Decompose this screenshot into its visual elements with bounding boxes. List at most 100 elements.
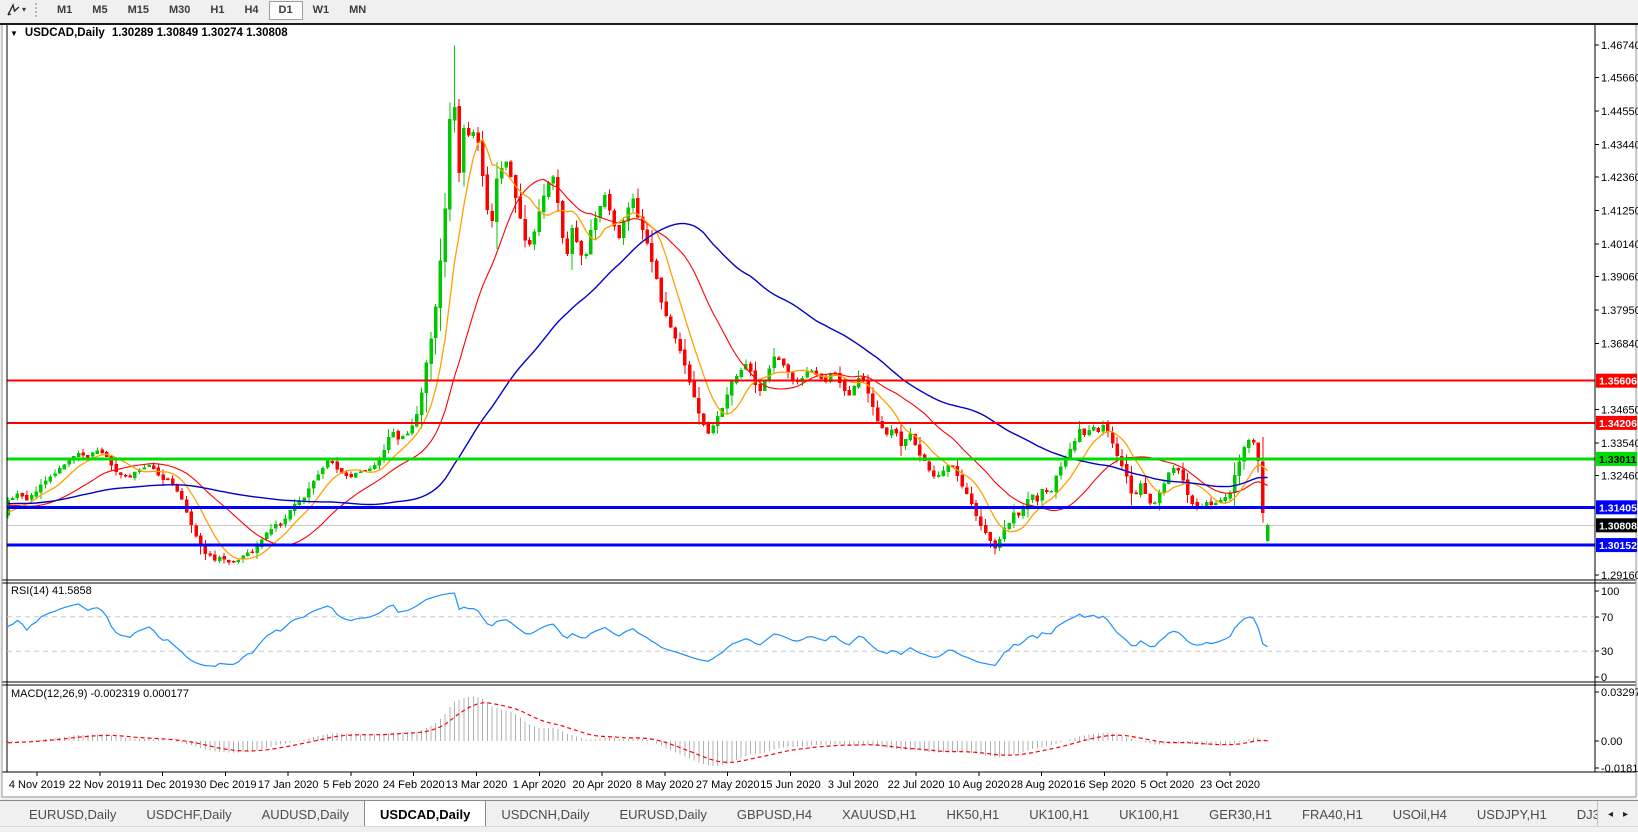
svg-text:1.40140: 1.40140	[1601, 239, 1638, 251]
chart-title: ▼ USDCAD,Daily 1.30289 1.30849 1.30274 1…	[10, 27, 288, 39]
svg-text:16 Sep 2020: 16 Sep 2020	[1073, 779, 1135, 791]
svg-text:1.46740: 1.46740	[1601, 40, 1638, 52]
svg-text:1.33011: 1.33011	[1599, 454, 1637, 466]
rsi-indicator-label: RSI(14) 41.5858	[11, 585, 92, 597]
svg-text:13 Mar 2020: 13 Mar 2020	[446, 779, 508, 791]
tab-usdjpy-h1[interactable]: USDJPY,H1	[1476, 806, 1547, 822]
tab-fra40-h1[interactable]: FRA40,H1	[1302, 806, 1363, 822]
timeframe-button-m30[interactable]: M30	[168, 3, 191, 16]
svg-text:17 Jan 2020: 17 Jan 2020	[258, 779, 319, 791]
svg-text:5 Feb 2020: 5 Feb 2020	[323, 779, 379, 791]
fast-ma-line	[7, 138, 1269, 560]
svg-text:30: 30	[1601, 646, 1613, 658]
toolbar: ▾ M1 M5 M15 M30 H1 H4 D1 W1 MN	[0, 0, 1638, 20]
tab-usdcad-daily[interactable]: USDCAD,Daily	[364, 801, 487, 827]
tab-eurusd-daily[interactable]: EURUSD,Daily	[29, 806, 117, 822]
svg-text:0.032972: 0.032972	[1601, 687, 1638, 699]
timeframe-button-mn[interactable]: MN	[349, 3, 367, 16]
timeframe-button-d1[interactable]: D1	[268, 0, 303, 20]
tab-uk100-h1[interactable]: UK100,H1	[1119, 806, 1180, 822]
svg-text:22 Nov 2019: 22 Nov 2019	[69, 779, 131, 791]
svg-text:1.35606: 1.35606	[1599, 376, 1637, 388]
tabs-scroll-right-icon[interactable]: ▸	[1622, 808, 1628, 820]
timeframe-button-m15[interactable]: M15	[127, 3, 149, 16]
svg-text:1.30808: 1.30808	[1599, 520, 1637, 532]
svg-text:1.39060: 1.39060	[1601, 272, 1638, 284]
svg-text:10 Aug 2020: 10 Aug 2020	[948, 779, 1010, 791]
tab-usdcnh-daily[interactable]: USDCNH,Daily	[501, 806, 590, 822]
timeframe-buttons: M1 M5 M15 M30 H1 H4 D1 W1 MN	[47, 0, 376, 20]
panel-frames	[0, 23, 1638, 798]
svg-text:3 Jul 2020: 3 Jul 2020	[828, 779, 879, 791]
status-bar	[0, 826, 1638, 832]
svg-text:30 Dec 2019: 30 Dec 2019	[194, 779, 256, 791]
svg-text:1.36840: 1.36840	[1601, 338, 1638, 350]
chart-symbol-label: USDCAD,Daily	[24, 27, 105, 39]
svg-text:22 Jul 2020: 22 Jul 2020	[888, 779, 945, 791]
slow-ma-line	[8, 222, 1268, 506]
toolbar-grip[interactable]	[35, 3, 40, 17]
chevron-down-icon: ▾	[22, 5, 27, 14]
cursor-tool-button[interactable]: ▾	[3, 2, 29, 18]
tab-xauusd-h1[interactable]: XAUUSD,H1	[842, 806, 917, 822]
price-axis[interactable]: 1.46740 1.45660 1.44550 1.43440 1.42360 1.412…	[1595, 40, 1638, 582]
timeframe-button-w1[interactable]: W1	[312, 3, 330, 16]
cursor-tool-icon	[7, 3, 20, 16]
svg-text:1.29160: 1.29160	[1601, 570, 1638, 582]
macd-indicator-label: MACD(12,26,9) -0.002319 0.000177	[11, 688, 189, 700]
svg-text:70: 70	[1601, 612, 1613, 624]
svg-text:23 Oct 2020: 23 Oct 2020	[1200, 779, 1260, 791]
svg-text:4 Nov 2019: 4 Nov 2019	[9, 779, 65, 791]
svg-text:-0.018154: -0.018154	[1601, 763, 1638, 775]
collapse-chart-icon[interactable]: ▼	[10, 28, 18, 38]
svg-text:1.44550: 1.44550	[1601, 106, 1638, 118]
svg-text:8 May 2020: 8 May 2020	[636, 779, 693, 791]
tab-eurusd-daily[interactable]: EURUSD,Daily	[619, 806, 707, 822]
tab-usdchf-daily[interactable]: USDCHF,Daily	[146, 806, 232, 822]
svg-text:1.34650: 1.34650	[1601, 404, 1638, 416]
timeframe-button-m1[interactable]: M1	[57, 3, 73, 16]
svg-text:1.43440: 1.43440	[1601, 139, 1638, 151]
svg-text:1.32460: 1.32460	[1601, 471, 1638, 483]
macd-panel: 0.032972 0.00 -0.018154	[7, 687, 1638, 775]
svg-text:1.45660: 1.45660	[1601, 73, 1638, 85]
tab-gbpusd-h4[interactable]: GBPUSD,H4	[736, 806, 813, 822]
svg-text:100: 100	[1601, 586, 1619, 598]
tab-dj30-daily[interactable]: DJ30,Daily	[1576, 806, 1597, 822]
timeframe-button-h4[interactable]: H4	[244, 3, 259, 16]
svg-text:1.37950: 1.37950	[1601, 305, 1638, 317]
svg-text:20 Apr 2020: 20 Apr 2020	[572, 779, 631, 791]
svg-text:1.34206: 1.34206	[1599, 418, 1637, 430]
svg-text:27 May 2020: 27 May 2020	[696, 779, 760, 791]
svg-text:5 Oct 2020: 5 Oct 2020	[1140, 779, 1194, 791]
svg-text:0.00: 0.00	[1601, 736, 1622, 748]
tabs-scroll-left-icon[interactable]: ◂	[1607, 808, 1613, 820]
support-resistance-lines	[7, 379, 1595, 547]
timeframe-button-h1[interactable]: H1	[210, 3, 225, 16]
chart-ohlc-values: 1.30289 1.30849 1.30274 1.30808	[111, 27, 288, 39]
svg-text:28 Aug 2020: 28 Aug 2020	[1011, 779, 1073, 791]
tab-audusd-daily[interactable]: AUDUSD,Daily	[261, 806, 350, 822]
svg-text:11 Dec 2019: 11 Dec 2019	[132, 779, 194, 791]
rsi-panel: 100 70 30 0	[7, 586, 1619, 684]
svg-text:1.33540: 1.33540	[1601, 438, 1638, 450]
svg-text:1.30152: 1.30152	[1599, 540, 1637, 552]
tab-usoil-h4[interactable]: USOil,H4	[1392, 806, 1447, 822]
svg-text:24 Feb 2020: 24 Feb 2020	[383, 779, 445, 791]
tab-ger30-h1[interactable]: GER30,H1	[1209, 806, 1273, 822]
svg-text:15 Jun 2020: 15 Jun 2020	[760, 779, 821, 791]
time-axis[interactable]: 4 Nov 2019 22 Nov 2019 11 Dec 2019 30 Dec 2…	[9, 772, 1260, 791]
chart-tabs: EURUSD,Daily USDCHF,Daily AUDUSD,Daily USDC…	[0, 801, 1597, 827]
timeframe-button-m5[interactable]: M5	[92, 3, 108, 16]
svg-text:1.41250: 1.41250	[1601, 206, 1638, 218]
mid-ma-line	[7, 178, 1268, 546]
tab-hk50-h1[interactable]: HK50,H1	[946, 806, 1000, 822]
svg-text:1.31405: 1.31405	[1599, 502, 1637, 514]
svg-text:1 Apr 2020: 1 Apr 2020	[513, 779, 566, 791]
svg-text:0: 0	[1601, 672, 1607, 684]
svg-text:1.42360: 1.42360	[1601, 172, 1638, 184]
chart-tabs-bar: EURUSD,Daily USDCHF,Daily AUDUSD,Daily USDC…	[0, 800, 1638, 827]
tab-uk100-h1[interactable]: UK100,H1	[1029, 806, 1090, 822]
